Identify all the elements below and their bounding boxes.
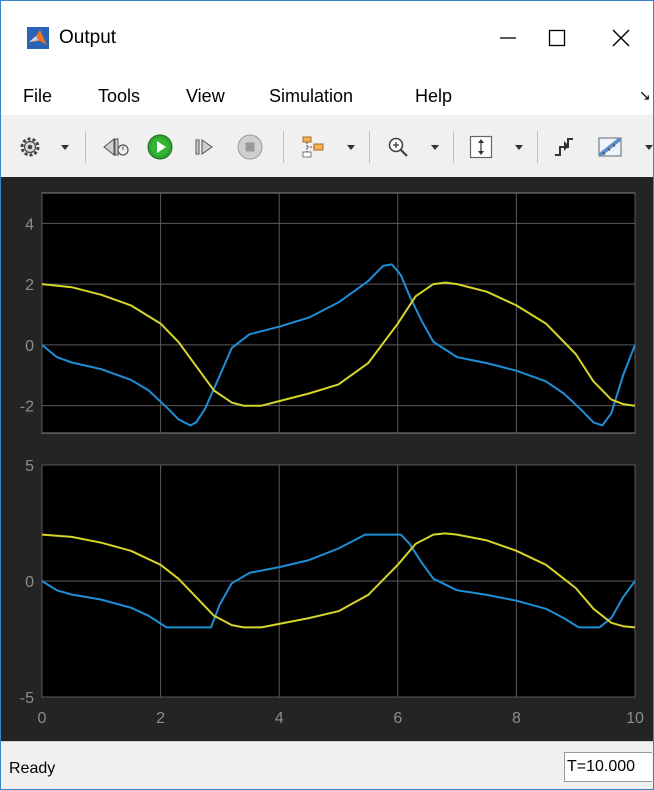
menu-simulation[interactable]: Simulation (269, 86, 354, 106)
series-line-blue (41, 533, 636, 629)
toolbar (1, 115, 653, 178)
signal-select-dropdown-icon[interactable] (347, 145, 355, 150)
y-tick-label: 2 (25, 277, 34, 294)
axes-1: 4 2 0 -2 (20, 192, 636, 434)
axes-background (41, 192, 636, 434)
x-tick-label: 8 (512, 710, 521, 727)
step-forward-button[interactable] (191, 133, 217, 161)
zoom-icon (388, 137, 408, 157)
stop-icon (237, 134, 263, 160)
step-forward-icon (195, 139, 213, 155)
toolbar-separator (537, 131, 538, 163)
y-tick-label: 4 (25, 216, 34, 233)
toolbar-separator (85, 131, 86, 163)
simulation-time: T=10.000 (564, 752, 652, 782)
x-tick-label: 6 (393, 710, 402, 727)
menu-tools[interactable]: Tools (98, 86, 141, 106)
zoom-dropdown-icon[interactable] (431, 145, 439, 150)
minimize-button[interactable] (485, 19, 531, 57)
stop-button[interactable] (235, 133, 265, 161)
fit-axes-button[interactable] (467, 133, 495, 161)
series-line-yellow (41, 532, 636, 629)
maximize-icon (548, 29, 566, 47)
menu-bar: File Tools View Simulation Help ↘ (1, 77, 653, 115)
y-tick-label: -5 (20, 690, 34, 707)
series-line-yellow (41, 281, 636, 407)
run-icon (147, 134, 173, 160)
status-bar: Ready T=10.000 (1, 741, 653, 789)
toolbar-separator (453, 131, 454, 163)
menu-help[interactable]: Help (415, 86, 453, 106)
minimize-icon (500, 37, 516, 39)
signal-select-icon (302, 136, 324, 158)
toolbar-separator (369, 131, 370, 163)
fit-axes-dropdown-icon[interactable] (515, 145, 523, 150)
y-tick-label: 5 (25, 458, 34, 475)
run-button[interactable] (145, 133, 175, 161)
series-line-blue (41, 263, 636, 427)
menu-file[interactable]: File (23, 86, 53, 106)
status-text: Ready (9, 760, 56, 777)
step-back-icon (103, 137, 129, 157)
settings-button[interactable] (17, 133, 43, 161)
window-title: Output (59, 27, 117, 48)
x-tick-label: 0 (38, 710, 47, 727)
measure-icon (598, 137, 622, 157)
close-icon (612, 29, 630, 47)
zoom-button[interactable] (385, 133, 411, 161)
x-tick-label: 4 (275, 710, 284, 727)
step-back-button[interactable] (101, 133, 131, 161)
triggers-icon (555, 138, 573, 156)
title-bar[interactable]: Output (1, 1, 653, 77)
maximize-button[interactable] (534, 19, 580, 57)
signal-select-button[interactable] (299, 133, 327, 161)
menu-overflow-arrow-icon[interactable]: ↘ (639, 87, 651, 103)
x-tick-label: 10 (626, 710, 644, 727)
menu-view[interactable]: View (186, 86, 225, 106)
close-button[interactable] (598, 19, 644, 57)
x-tick-label: 2 (156, 710, 165, 727)
triggers-button[interactable] (551, 133, 577, 161)
fit-axes-icon (469, 135, 493, 159)
toolbar-separator (283, 131, 284, 163)
y-tick-label: 0 (25, 574, 34, 591)
settings-dropdown-icon[interactable] (61, 145, 69, 150)
y-tick-label: 0 (25, 338, 34, 355)
measure-button[interactable] (595, 133, 625, 161)
settings-icon (20, 137, 40, 157)
measure-dropdown-icon[interactable] (645, 145, 653, 150)
matlab-logo-icon (27, 27, 49, 49)
y-tick-label: -2 (20, 399, 34, 416)
plot-area: 4 2 0 -2 0 2 4 6 8 10 5 0 -5 (1, 177, 653, 741)
